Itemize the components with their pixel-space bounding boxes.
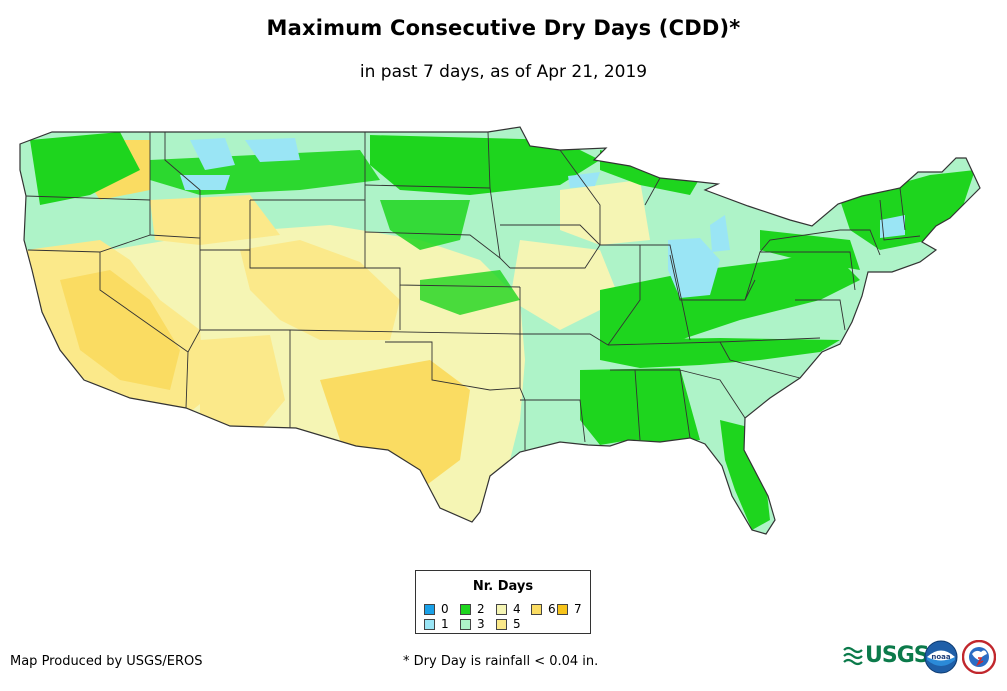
legend-item-7: 7 bbox=[557, 602, 582, 616]
dry-days-fill-layer bbox=[20, 127, 980, 534]
map-title: Maximum Consecutive Dry Days (CDD)* bbox=[266, 16, 741, 40]
legend-item-5: 5 bbox=[496, 617, 521, 631]
svg-text:noaa: noaa bbox=[931, 653, 951, 661]
nws-logo bbox=[962, 640, 996, 674]
legend-label-3: 3 bbox=[477, 617, 485, 631]
state-borders bbox=[19, 126, 981, 535]
legend-swatch-2 bbox=[460, 603, 471, 615]
legend-swatch-6 bbox=[531, 603, 542, 615]
legend-label-1: 1 bbox=[441, 617, 449, 631]
legend-swatch-7 bbox=[557, 603, 568, 615]
legend-item-6: 6 bbox=[531, 602, 556, 616]
noaa-logo: noaa bbox=[924, 640, 958, 674]
legend-item-3: 3 bbox=[460, 617, 485, 631]
legend-item-1: 1 bbox=[424, 617, 449, 631]
usgs-wave-icon bbox=[843, 646, 863, 666]
legend-title: Nr. Days bbox=[472, 579, 534, 594]
legend-swatch-1 bbox=[424, 618, 435, 630]
usgs-logo: USGS bbox=[843, 641, 930, 671]
map-credit: Map Produced by USGS/EROS bbox=[10, 654, 203, 669]
legend-box: Nr. Days 0 2 4 6 7 1 3 5 bbox=[415, 570, 591, 634]
legend-label-0: 0 bbox=[441, 602, 449, 616]
usgs-logo-text: USGS bbox=[865, 643, 930, 668]
legend-swatch-3 bbox=[460, 618, 471, 630]
legend-swatch-0 bbox=[424, 603, 435, 615]
legend-label-7: 7 bbox=[574, 602, 582, 616]
dry-day-footnote: * Dry Day is rainfall < 0.04 in. bbox=[403, 654, 599, 669]
legend-label-2: 2 bbox=[477, 602, 485, 616]
legend-label-5: 5 bbox=[513, 617, 521, 631]
map-subtitle: in past 7 days, as of Apr 21, 2019 bbox=[359, 62, 648, 82]
legend-label-6: 6 bbox=[548, 602, 556, 616]
legend-item-0: 0 bbox=[424, 602, 449, 616]
legend-item-4: 4 bbox=[496, 602, 521, 616]
legend-item-2: 2 bbox=[460, 602, 485, 616]
legend-swatch-4 bbox=[496, 603, 507, 615]
legend-label-4: 4 bbox=[513, 602, 521, 616]
legend-swatch-5 bbox=[496, 618, 507, 630]
